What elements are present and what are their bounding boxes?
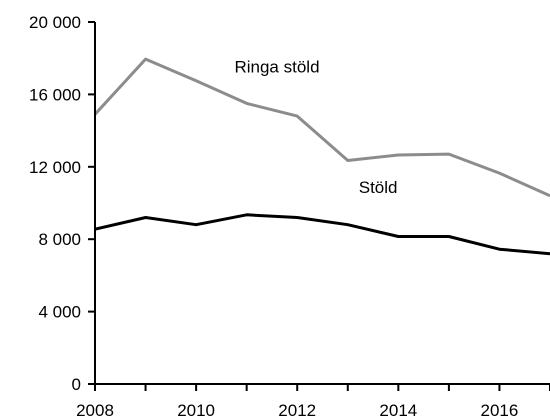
x-tick-label: 2012 [278, 401, 316, 419]
series-label-ringa-stöld: Ringa stöld [234, 58, 319, 77]
series-label-stöld: Stöld [359, 178, 398, 197]
x-tick-label: 2016 [481, 401, 519, 419]
x-axis-ticks: 2008 2010 2012 2014 2016 [76, 384, 550, 419]
y-tick-label: 20 000 [29, 13, 81, 32]
y-axis-ticks: 0 4 000 8 000 12 000 16 000 20 000 [29, 13, 95, 394]
y-tick-label: 12 000 [29, 158, 81, 177]
x-tick-label: 2008 [76, 401, 114, 419]
y-tick-label: 4 000 [38, 303, 81, 322]
series-line-ringa-stöld [93, 57, 550, 198]
series-line-stöld [94, 213, 550, 256]
series-layer [93, 57, 550, 256]
x-tick-label: 2010 [177, 401, 215, 419]
y-tick-label: 0 [72, 375, 81, 394]
series-labels: Ringa stöld Stöld [234, 58, 397, 197]
y-tick-label: 16 000 [29, 85, 81, 104]
x-tick-label: 2014 [379, 401, 417, 419]
y-tick-label: 8 000 [38, 230, 81, 249]
